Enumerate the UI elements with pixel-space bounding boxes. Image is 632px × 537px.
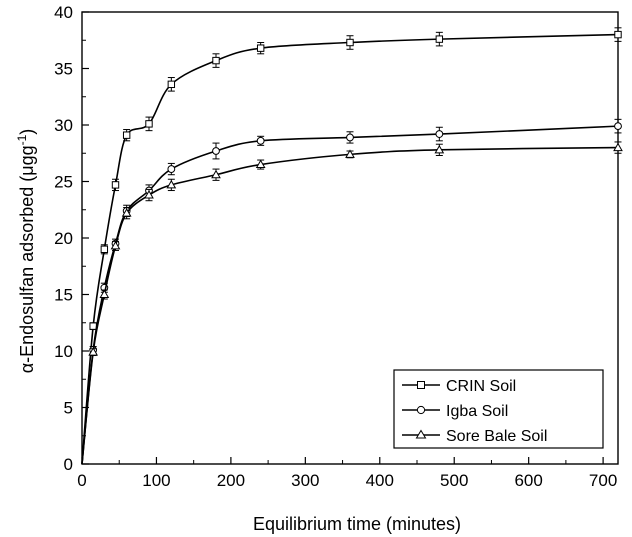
- data-point: [256, 136, 265, 145]
- y-tick-label: 25: [54, 173, 73, 192]
- legend-item-igba-soil: Igba Soil: [402, 403, 508, 420]
- data-point: [145, 120, 153, 128]
- x-axis-title: Equilibrium time (minutes): [253, 514, 461, 534]
- data-point: [211, 169, 221, 179]
- x-tick-label: 600: [514, 471, 542, 490]
- legend-label-crin-soil: CRIN Soil: [446, 378, 516, 395]
- data-point: [255, 159, 266, 169]
- legend-label-sore-bale-soil: Sore Bale Soil: [446, 428, 547, 445]
- legend-label-igba-soil: Igba Soil: [446, 403, 508, 420]
- y-tick-label: 0: [64, 455, 73, 474]
- data-point: [167, 80, 176, 89]
- data-point: [100, 245, 109, 254]
- data-point: [99, 289, 110, 298]
- data-point: [212, 147, 220, 155]
- y-tick-label: 40: [54, 3, 73, 22]
- y-tick-label: 5: [64, 399, 73, 418]
- data-point: [167, 165, 176, 173]
- legend-item-crin-soil: CRIN Soil: [402, 378, 516, 395]
- legend-marker-square: [417, 381, 425, 389]
- data-point: [111, 181, 120, 189]
- series-line: [81, 33, 619, 465]
- data-point: [435, 35, 444, 43]
- data-point: [121, 208, 132, 217]
- series-sore-bale-soil: [81, 141, 623, 465]
- y-tick-label: 20: [54, 229, 73, 248]
- y-axis-title-superscript: -1: [15, 134, 29, 145]
- data-point: [434, 144, 445, 154]
- x-tick-label: 500: [440, 471, 468, 490]
- legend: CRIN Soil Igba Soil Sore Bale Soil: [393, 369, 604, 449]
- series-layer: [81, 27, 623, 465]
- data-point: [613, 142, 623, 152]
- data-point: [614, 30, 622, 39]
- y-axis-title-close: ): [17, 129, 37, 135]
- data-point: [88, 347, 99, 356]
- y-axis-title-main: α-Endosulfan adsorbed (μgg: [17, 145, 37, 373]
- y-axis-title: α-Endosulfan adsorbed (μgg-1): [15, 129, 37, 374]
- data-point: [144, 190, 154, 199]
- data-point: [166, 179, 177, 189]
- x-tick-label: 700: [589, 471, 617, 490]
- y-tick-label: 10: [54, 342, 73, 361]
- x-tick-label: 300: [291, 471, 319, 490]
- data-point: [345, 149, 355, 158]
- y-tick-label: 35: [54, 60, 73, 79]
- data-point: [346, 38, 354, 47]
- legend-item-sore-bale-soil: Sore Bale Soil: [402, 428, 547, 445]
- series-crin-soil: [81, 27, 622, 465]
- y-tick-label: 15: [54, 286, 73, 305]
- x-tick-label: 100: [142, 471, 170, 490]
- data-point: [110, 240, 121, 250]
- x-tick-label: 0: [77, 471, 86, 490]
- y-tick-label: 30: [54, 116, 73, 135]
- data-point: [256, 44, 265, 52]
- data-point: [614, 122, 622, 131]
- data-point: [346, 133, 354, 142]
- x-axis-ticks: 0 100 200 300 400 500 600 700: [77, 457, 617, 490]
- legend-marker-circle: [416, 405, 426, 415]
- y-axis-ticks: 0 5 10 15 20 25 30 35 40: [54, 3, 89, 474]
- data-point: [212, 56, 220, 65]
- data-point: [435, 130, 444, 138]
- data-point: [89, 322, 97, 330]
- x-tick-label: 200: [217, 471, 245, 490]
- x-tick-label: 400: [366, 471, 394, 490]
- legend-marker-triangle: [415, 429, 427, 439]
- data-point: [122, 131, 131, 139]
